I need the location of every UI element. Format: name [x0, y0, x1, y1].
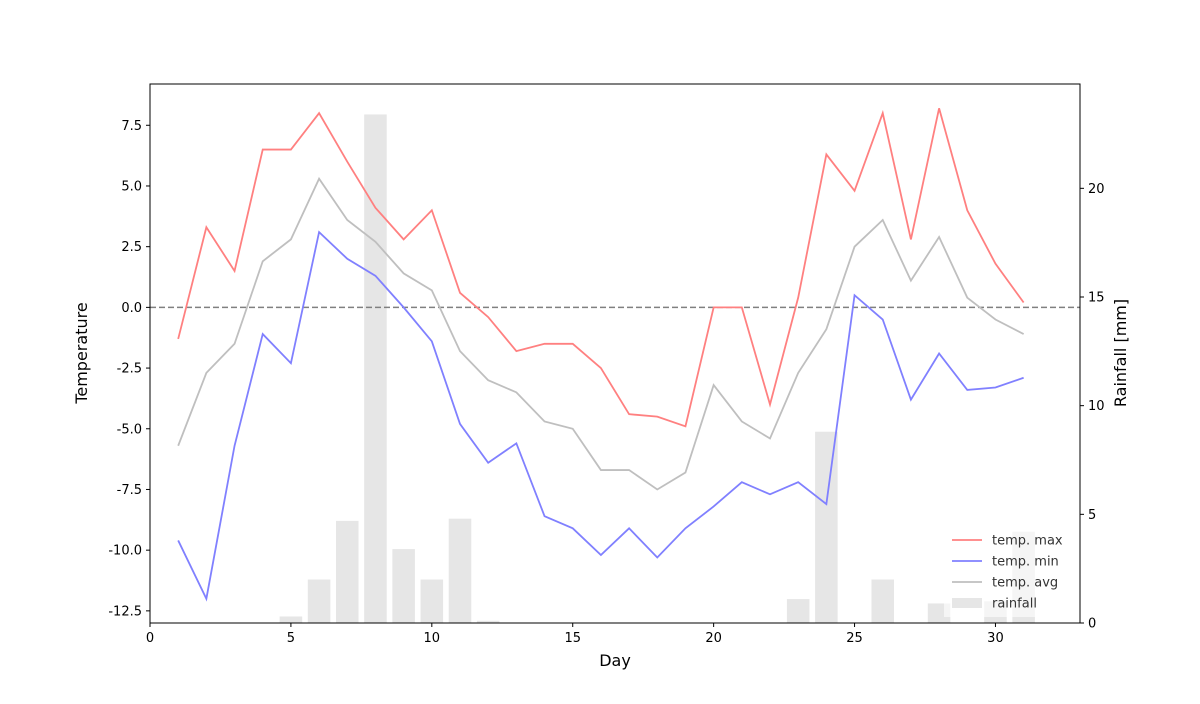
- y2-axis-ticks: 0 5 10 15 20: [1080, 182, 1105, 632]
- rainfall-bar: [280, 616, 303, 623]
- y-axis-label: Temperature: [72, 302, 91, 404]
- series-line-temp-avg: [178, 179, 1023, 490]
- x-tick-label: 5: [287, 631, 295, 646]
- y2-tick-label: 10: [1088, 399, 1105, 414]
- rainfall-bar: [308, 580, 331, 623]
- y-tick-label: 5.0: [121, 179, 142, 194]
- y2-tick-label: 20: [1088, 182, 1105, 197]
- x-tick-label: 0: [146, 631, 154, 646]
- legend-swatch: [952, 598, 982, 608]
- y2-tick-label: 15: [1088, 290, 1105, 305]
- y-tick-label: 7.5: [121, 119, 142, 134]
- y-axis-ticks: -12.5 -10.0 -7.5 -5.0 -2.5 0.0 2.5 5.0 7.5: [108, 119, 150, 620]
- y2-tick-label: 0: [1088, 617, 1096, 632]
- rainfall-bar: [364, 114, 387, 623]
- y-tick-label: 2.5: [121, 240, 142, 255]
- legend-label: temp. min: [992, 555, 1059, 570]
- series-line-temp-max: [178, 108, 1023, 426]
- rainfall-bar: [392, 549, 415, 623]
- y2-axis-label: Rainfall [mm]: [1111, 299, 1130, 407]
- rainfall-bar: [871, 580, 894, 623]
- rainfall-bar: [336, 521, 359, 623]
- legend: temp. max temp. min temp. avg rainfall: [944, 526, 1074, 617]
- x-tick-label: 30: [987, 631, 1004, 646]
- rainfall-bar: [787, 599, 810, 623]
- y-tick-label: -10.0: [108, 544, 142, 559]
- x-tick-label: 20: [705, 631, 722, 646]
- y-tick-label: 0.0: [121, 301, 142, 316]
- rainfall-bar: [815, 432, 838, 623]
- y-tick-label: -12.5: [108, 604, 142, 619]
- x-tick-label: 25: [846, 631, 863, 646]
- x-tick-label: 10: [424, 631, 441, 646]
- x-axis-ticks: 0 5 10 15 20 25 30: [146, 623, 1004, 646]
- x-axis-label: Day: [599, 651, 631, 670]
- y-tick-label: -2.5: [117, 362, 142, 377]
- rainfall-bar: [421, 580, 444, 623]
- legend-label: temp. max: [992, 534, 1063, 549]
- y-tick-label: -7.5: [117, 483, 142, 498]
- rainfall-bar: [449, 519, 472, 623]
- y2-tick-label: 5: [1088, 508, 1096, 523]
- legend-label: temp. avg: [992, 576, 1058, 591]
- legend-label: rainfall: [992, 597, 1037, 612]
- series-line-temp-min: [178, 232, 1023, 599]
- y-tick-label: -5.0: [117, 422, 142, 437]
- x-tick-label: 15: [564, 631, 581, 646]
- temperature-lines: [178, 108, 1023, 598]
